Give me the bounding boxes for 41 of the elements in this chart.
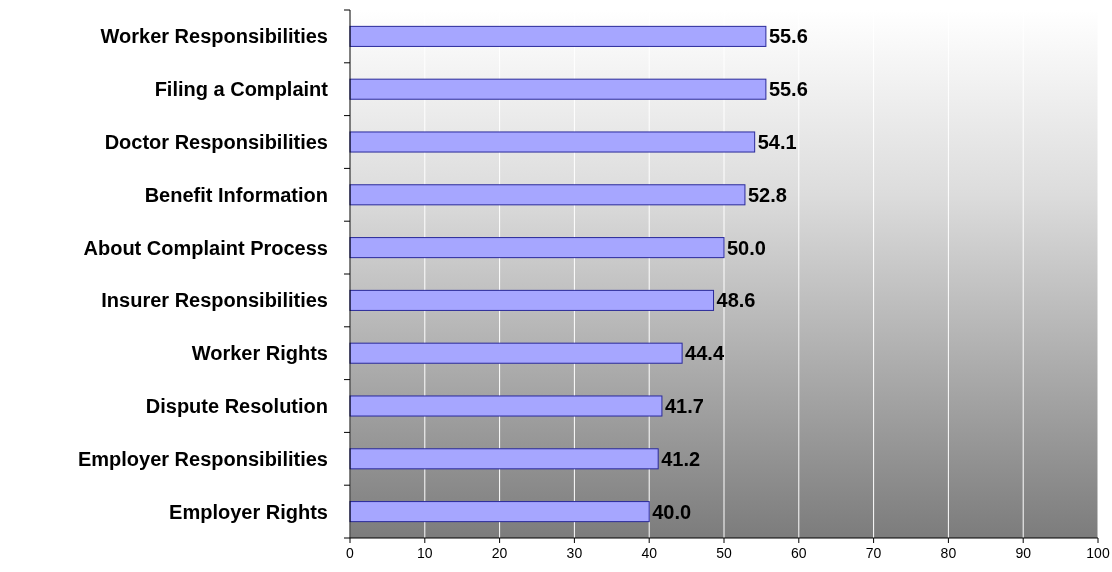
x-tick-label: 90 [1015, 545, 1032, 561]
bar [349, 395, 663, 417]
data-label: 55.6 [768, 25, 808, 48]
bar [349, 237, 725, 259]
x-tick-label: 60 [791, 545, 807, 561]
bar [349, 184, 746, 206]
x-tick-label: 0 [346, 545, 355, 561]
y-tick-label: Insurer Responsibilities [101, 289, 328, 312]
data-label: 54.1 [757, 131, 797, 153]
y-tick-label: Benefit Information [144, 183, 328, 206]
y-tick-label: Worker Rights [191, 342, 328, 365]
data-label: 41.7 [664, 395, 704, 417]
x-tick-label: 10 [417, 545, 433, 561]
bar [349, 131, 756, 153]
data-label: 41.2 [661, 447, 701, 470]
x-tick-label: 40 [641, 545, 658, 561]
bar [349, 289, 715, 311]
bar [349, 448, 659, 470]
y-tick-label: About Complaint Process [83, 236, 328, 259]
bar [349, 78, 767, 100]
bar [349, 25, 767, 47]
data-label: 48.6 [716, 289, 756, 312]
data-label: 52.8 [747, 183, 787, 206]
x-tick-label: 30 [566, 545, 583, 561]
x-tick-label: 70 [865, 545, 882, 561]
y-tick-label: Employer Responsibilities [77, 447, 328, 470]
y-tick-label: Doctor Responsibilities [104, 131, 328, 153]
y-tick-label: Employer Rights [169, 500, 328, 523]
x-tick-label: 20 [491, 545, 508, 561]
bar [349, 342, 683, 364]
data-label: 50.0 [727, 236, 766, 259]
x-tick-label: 80 [940, 545, 957, 561]
data-label: 40.0 [652, 500, 692, 523]
bar [349, 501, 650, 523]
data-label: 55.6 [768, 78, 808, 101]
data-label: 44.4 [685, 342, 725, 365]
y-tick-label: Filing a Complaint [154, 78, 329, 101]
y-tick-label: Dispute Resolution [145, 395, 328, 417]
x-tick-label: 100 [1086, 545, 1110, 561]
y-tick-label: Worker Responsibilities [100, 25, 328, 48]
x-tick-label: 50 [716, 545, 732, 561]
